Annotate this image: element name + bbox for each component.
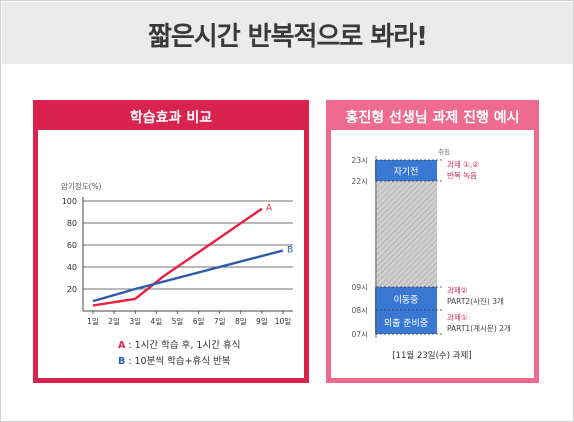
y-tick-label: 20 (67, 285, 77, 294)
timeline-note: 반복 녹음 (447, 171, 477, 180)
timeline-note: PART2(사진) 3개 (447, 296, 504, 306)
page-headline: 짧은시간 반복적으로 봐라! (147, 22, 428, 52)
assignment-example-title: 홍진형 선생님 과제 진행 예시 (345, 110, 520, 126)
series-line-b (92, 249, 284, 303)
y-tick-label: 100 (62, 197, 77, 206)
y-tick-label: 40 (67, 263, 77, 272)
timeline-tick-label: 23시 (352, 156, 368, 165)
timeline-tick-label: 07시 (352, 330, 368, 339)
timeline-note: 과제① (447, 313, 468, 322)
timeline-caption: [11월 23일(수) 과제] (392, 350, 471, 361)
series-end-label-a: A (266, 204, 273, 214)
timeline-tick-label: 08시 (352, 306, 368, 315)
timeline-note: 과제② (447, 286, 468, 295)
series-line-a (92, 207, 263, 307)
activity-block (375, 287, 437, 310)
legend-item-b: B : 10분씩 학습+휴식 반복 (118, 353, 231, 367)
learning-effect-body: 암기정도(%) 20 40 60 80 100 1일 2일 3일 4일 5일 6일 7일 8일 9일 10일 A… (38, 130, 304, 378)
header-banner: 짧은시간 반복적으로 봐라! (2, 2, 573, 64)
learning-effect-chart: 암기정도(%) 20 40 60 80 100 1일 2일 3일 4일 5일 6일 7일 8일 9일 10일 A… (61, 181, 293, 326)
activity-block-label: 이동중 (394, 295, 419, 306)
activity-block (375, 310, 437, 334)
learning-effect-panel: 학습효과 비교 암기정도(%) 20 40 60 80 100 1일 2일 3일 4일 5일 6일 7일… (33, 100, 309, 383)
activity-block-label: 자기전 (394, 167, 419, 178)
legend-text-b: : 10분씩 학습+휴식 반복 (128, 356, 231, 367)
activity-block-label: 외출 준비중 (384, 317, 428, 329)
y-tick-label: 80 (67, 219, 77, 228)
x-tick-label: 9일 (256, 317, 268, 326)
y-axis-label: 암기정도(%) (61, 181, 102, 191)
x-tick-label: 4일 (150, 317, 162, 326)
legend-key-b: B (118, 356, 126, 367)
learning-effect-title: 학습효과 비교 (129, 110, 213, 126)
x-tick-label: 2일 (108, 317, 120, 326)
timeline-tick-label: 22시 (352, 177, 368, 186)
sleep-note: 취침 (438, 148, 450, 156)
x-tick-label: 6일 (193, 317, 205, 326)
legend-text-a: : 1시간 학습 후, 1시간 휴식 (128, 340, 241, 351)
activity-block (375, 160, 437, 181)
series-end-label-b: B (287, 246, 293, 256)
x-tick-label: 10일 (275, 317, 292, 326)
legend-key-a: A (118, 340, 126, 351)
x-tick-label: 3일 (129, 317, 141, 326)
x-tick-label: 5일 (172, 317, 184, 326)
timeline-tick-label: 09시 (352, 283, 368, 292)
timeline-note: 과제 ①,② (447, 160, 479, 169)
x-tick-label: 8일 (235, 317, 247, 326)
x-tick-label: 1일 (87, 317, 99, 326)
y-tick-label: 60 (67, 241, 77, 250)
sleep-block (375, 181, 437, 287)
legend-item-a: A : 1시간 학습 후, 1시간 휴식 (118, 337, 240, 351)
timeline-note: PART1(계시문) 2개 (447, 323, 511, 333)
x-tick-label: 7일 (214, 317, 226, 326)
